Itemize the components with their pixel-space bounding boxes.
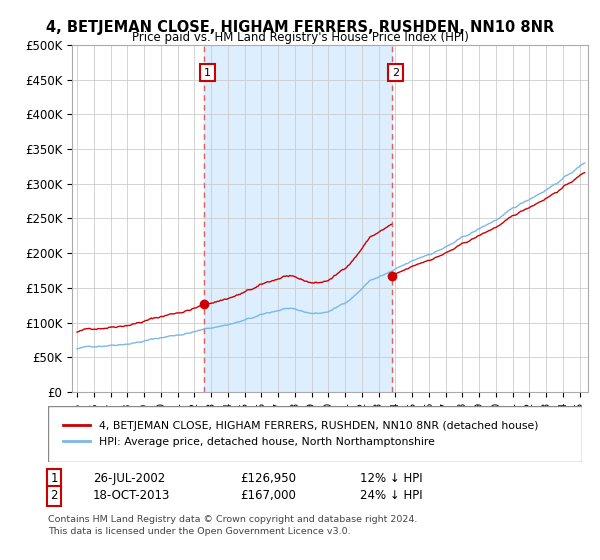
FancyBboxPatch shape: [48, 406, 582, 462]
Text: 4, BETJEMAN CLOSE, HIGHAM FERRERS, RUSHDEN, NN10 8NR: 4, BETJEMAN CLOSE, HIGHAM FERRERS, RUSHD…: [46, 20, 554, 35]
Text: 24% ↓ HPI: 24% ↓ HPI: [360, 489, 422, 502]
Text: £126,950: £126,950: [240, 472, 296, 486]
Text: 12% ↓ HPI: 12% ↓ HPI: [360, 472, 422, 486]
Text: Price paid vs. HM Land Registry's House Price Index (HPI): Price paid vs. HM Land Registry's House …: [131, 31, 469, 44]
Text: This data is licensed under the Open Government Licence v3.0.: This data is licensed under the Open Gov…: [48, 528, 350, 536]
Legend: 4, BETJEMAN CLOSE, HIGHAM FERRERS, RUSHDEN, NN10 8NR (detached house), HPI: Aver: 4, BETJEMAN CLOSE, HIGHAM FERRERS, RUSHD…: [59, 417, 542, 451]
Text: £167,000: £167,000: [240, 489, 296, 502]
Text: 2: 2: [392, 68, 399, 78]
Text: Contains HM Land Registry data © Crown copyright and database right 2024.: Contains HM Land Registry data © Crown c…: [48, 515, 418, 524]
Text: 26-JUL-2002: 26-JUL-2002: [93, 472, 165, 486]
Text: 1: 1: [203, 68, 211, 78]
Bar: [204, 45, 392, 392]
Text: 18-OCT-2013: 18-OCT-2013: [93, 489, 170, 502]
Text: 1: 1: [50, 472, 58, 486]
Text: 2: 2: [50, 489, 58, 502]
